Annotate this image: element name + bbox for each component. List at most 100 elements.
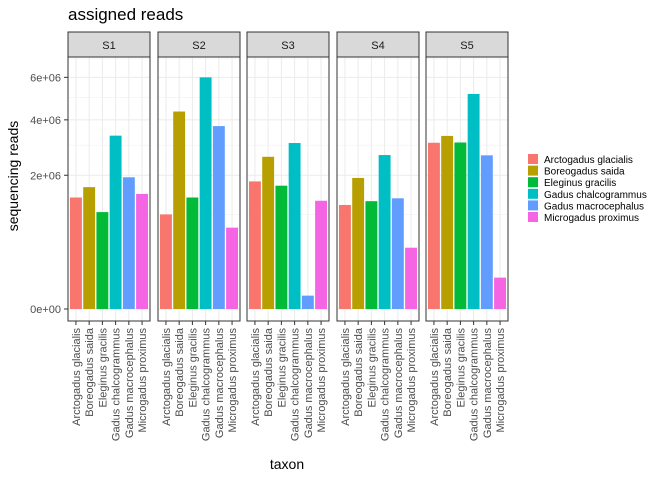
x-tick-label: Microgadus proximus [406, 328, 418, 433]
legend-label: Gadus macrocephalus [544, 201, 644, 212]
bar [454, 142, 467, 309]
x-tick-label: Gadus macrocephalus [482, 328, 494, 439]
legend-label: Microgadus proximus [544, 213, 639, 224]
x-tick-label: Arctogadus glacialis [340, 328, 352, 426]
bar [405, 247, 418, 309]
panel-border [336, 56, 420, 322]
x-tick-label: Gadus macrocephalus [393, 328, 405, 439]
x-tick-label: Gadus chalcogrammus [469, 328, 481, 442]
x-tick-label: Arctogadus glacialis [161, 328, 173, 426]
facet-strip-label: S3 [281, 40, 294, 52]
x-tick-label: Boreogadus saida [442, 327, 454, 417]
bar [378, 155, 391, 309]
x-tick-label: Boreogadus saida [353, 327, 365, 417]
bar [352, 177, 365, 309]
bar [212, 126, 225, 309]
bar [427, 142, 440, 309]
bar [262, 156, 275, 309]
legend-swatch [528, 212, 538, 222]
bar [275, 185, 288, 309]
x-tick-label: Boreogadus saida [174, 327, 186, 417]
y-tick-label: 4e+06 [30, 115, 61, 127]
x-tick-label: Microgadus proximus [137, 328, 149, 433]
bar [248, 181, 261, 309]
facet-strip [246, 31, 330, 58]
x-tick-label: Gadus macrocephalus [303, 328, 315, 439]
facet-strip-label: S1 [102, 40, 115, 52]
facet-strip [336, 31, 420, 58]
facet-strip-label: S2 [192, 40, 205, 52]
facet-panel: S2 Arctogadus glacialis Boreogadus saida El… [157, 31, 241, 442]
panel-border [157, 56, 241, 322]
x-tick-label: Microgadus proximus [316, 328, 328, 433]
bar [226, 227, 239, 309]
x-tick-label: Eleginus gracilis [366, 328, 378, 408]
facet-strip [67, 31, 151, 58]
bar [301, 295, 314, 309]
bar [83, 187, 96, 309]
legend-label: Gadus chalcogrammus [544, 190, 647, 201]
legend-label: Arctogadus glacialis [544, 155, 633, 166]
y-axis-title: sequencing reads [5, 121, 21, 232]
facet-panel: S3 Arctogadus glacialis Boreogadus saida El… [246, 31, 330, 442]
x-tick-label: Eleginus gracilis [276, 328, 288, 408]
x-axis-title: taxon [270, 456, 304, 472]
x-tick-label: Arctogadus glacialis [429, 328, 441, 426]
bar [109, 135, 122, 309]
legend-swatch [528, 165, 538, 176]
x-tick-label: Boreogadus saida [84, 327, 96, 417]
bar [173, 111, 186, 309]
panel-border [425, 56, 509, 322]
panel-border [246, 56, 330, 322]
bar [288, 143, 301, 309]
legend-label: Boreogadus saida [544, 167, 625, 178]
bar [480, 155, 493, 309]
bar [186, 197, 199, 309]
facet-strip-label: S4 [371, 40, 384, 52]
facet-panel: S1 Arctogadus glacialis Boreogadus saida El… [67, 31, 151, 442]
legend-swatch [528, 200, 538, 211]
legend-swatch [528, 154, 538, 164]
panel-border [67, 56, 151, 322]
x-tick-label: Gadus chalcogrammus [290, 328, 302, 442]
x-tick-label: Gadus macrocephalus [124, 328, 136, 439]
x-tick-label: Gadus chalcogrammus [111, 328, 123, 442]
bar [159, 214, 172, 309]
x-tick-label: Arctogadus glacialis [250, 328, 262, 426]
x-tick-label: Arctogadus glacialis [71, 328, 83, 426]
bar [69, 197, 82, 309]
bar [199, 77, 212, 309]
x-tick-label: Gadus chalcogrammus [201, 328, 213, 442]
facet-strip-label: S5 [460, 40, 473, 52]
facet-panel: S4 Arctogadus glacialis Boreogadus saida El… [336, 31, 420, 442]
x-tick-label: Microgadus proximus [495, 328, 507, 433]
legend-swatch [528, 177, 538, 188]
bar [494, 277, 507, 309]
facet-strip [157, 31, 241, 58]
bar [338, 204, 351, 309]
x-tick-label: Gadus macrocephalus [214, 328, 226, 439]
legend-label: Eleginus gracilis [544, 178, 616, 189]
x-tick-label: Eleginus gracilis [187, 328, 199, 408]
bar [136, 193, 149, 309]
bar [365, 201, 378, 309]
bar [96, 212, 109, 309]
y-tick-label: 0e+00 [30, 304, 61, 316]
y-axis: 0e+00 2e+06 4e+06 6e+06 [30, 72, 68, 316]
x-tick-label: Eleginus gracilis [97, 328, 109, 408]
x-tick-label: Gadus chalcogrammus [380, 328, 392, 442]
y-tick-label: 2e+06 [30, 170, 61, 182]
bar [122, 177, 135, 309]
x-tick-label: Eleginus gracilis [455, 328, 467, 408]
chart-title: assigned reads [68, 5, 183, 24]
x-tick-label: Microgadus proximus [227, 328, 239, 433]
legend-swatch [528, 188, 538, 199]
x-tick-label: Boreogadus saida [263, 327, 275, 417]
facet-panel: S5 Arctogadus glacialis Boreogadus saida El… [425, 31, 509, 442]
facet-strip [425, 31, 509, 58]
y-tick-label: 6e+06 [30, 72, 61, 84]
bar [315, 200, 328, 309]
